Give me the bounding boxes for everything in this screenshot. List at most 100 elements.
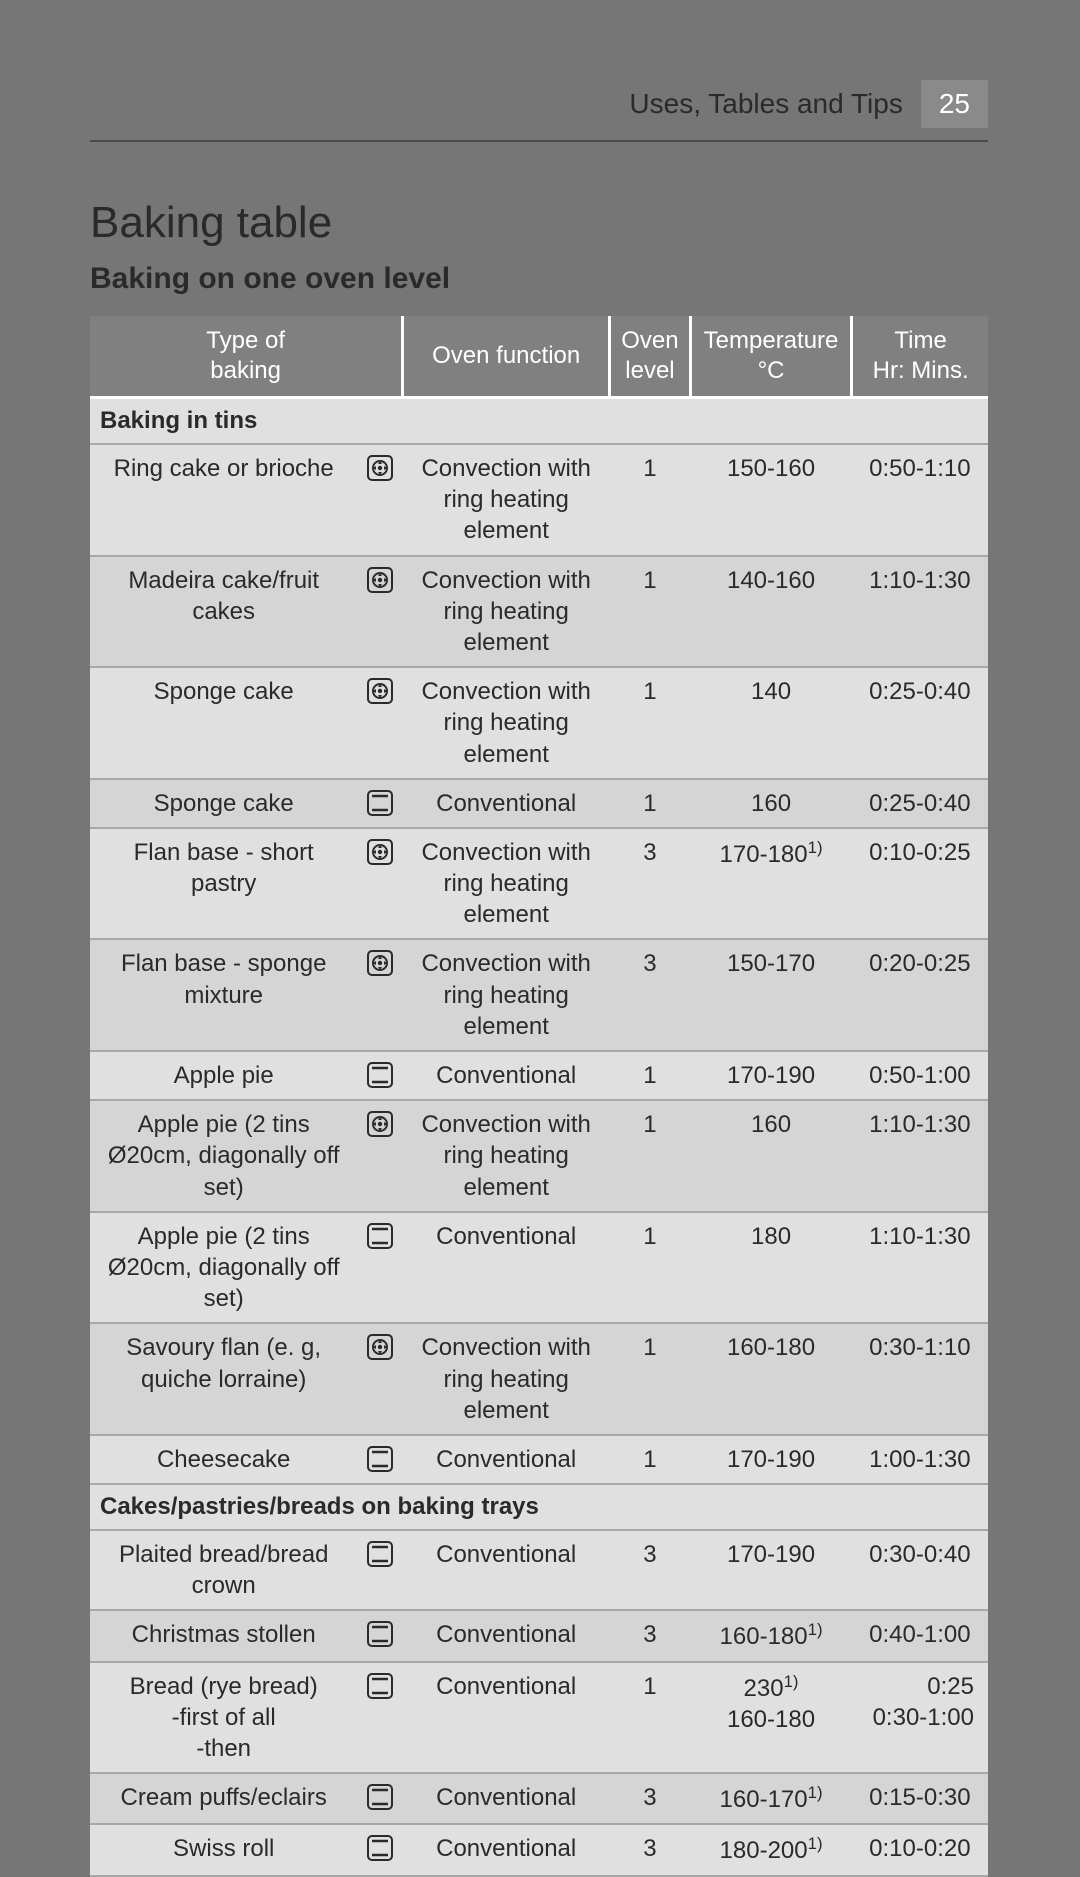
- cell-time: 0:30-1:10: [852, 1323, 988, 1435]
- col-temp-header: Temperature °C: [690, 316, 851, 398]
- cell-function: Conventional: [403, 1662, 610, 1774]
- cell-icon: [357, 939, 402, 1051]
- page-subtitle: Baking on one oven level: [90, 262, 988, 296]
- section-title: Uses, Tables and Tips: [629, 88, 902, 120]
- conventional-icon: [367, 1621, 393, 1647]
- cell-type: Ring cake or brioche: [90, 444, 357, 556]
- cell-level: 1: [610, 1051, 691, 1100]
- table-row: Savoury flan (e. g, quiche lorraine) Con…: [90, 1323, 988, 1435]
- cell-type: Plaited bread/bread crown: [90, 1530, 357, 1610]
- cell-icon: [357, 1100, 402, 1212]
- cell-level: 1: [610, 1662, 691, 1774]
- table-row: Apple pie (2 tins Ø20cm, diagonally off …: [90, 1100, 988, 1212]
- col-type-header: Type of baking: [90, 316, 403, 398]
- cell-icon: [357, 1435, 402, 1484]
- cell-type: Bread (rye bread) -first of all -then: [90, 1662, 357, 1774]
- table-row: Plaited bread/bread crown Conventional 3…: [90, 1530, 988, 1610]
- page-number: 25: [921, 80, 988, 128]
- cell-icon: [357, 1773, 402, 1824]
- table-row: Sponge cake Conventional 1 160 0:25-0:40: [90, 779, 988, 828]
- cell-icon: [357, 1662, 402, 1774]
- cell-type: Sponge cake: [90, 667, 357, 779]
- cell-function: Convection with ring heating element: [403, 828, 610, 940]
- cell-level: 1: [610, 1212, 691, 1324]
- cell-icon: [357, 779, 402, 828]
- cell-function: Convection with ring heating element: [403, 667, 610, 779]
- cell-type: Christmas stollen: [90, 1610, 357, 1661]
- table-row: Christmas stollen Conventional 3 160-180…: [90, 1610, 988, 1661]
- cell-type: Cheesecake: [90, 1435, 357, 1484]
- cell-icon: [357, 556, 402, 668]
- cell-icon: [357, 1824, 402, 1875]
- baking-table: Type of baking Oven function Oven level …: [90, 316, 988, 1877]
- cell-level: 3: [610, 939, 691, 1051]
- cell-time: 0:25-0:40: [852, 667, 988, 779]
- cell-temp: 160-1801): [690, 1610, 851, 1661]
- section-heading: Baking in tins: [90, 398, 988, 445]
- cell-function: Conventional: [403, 779, 610, 828]
- cell-icon: [357, 1212, 402, 1324]
- cell-function: Conventional: [403, 1610, 610, 1661]
- cell-icon: [357, 1530, 402, 1610]
- cell-function: Conventional: [403, 1530, 610, 1610]
- cell-time: 1:10-1:30: [852, 1212, 988, 1324]
- cell-function: Conventional: [403, 1773, 610, 1824]
- cell-level: 1: [610, 1100, 691, 1212]
- cell-level: 1: [610, 779, 691, 828]
- cell-function: Conventional: [403, 1824, 610, 1875]
- table-row: Apple pie Conventional 1 170-190 0:50-1:…: [90, 1051, 988, 1100]
- cell-icon: [357, 667, 402, 779]
- table-row: Bread (rye bread) -first of all -then Co…: [90, 1662, 988, 1774]
- cell-time: 0:30-0:40: [852, 1530, 988, 1610]
- cell-type: Flan base - short pastry: [90, 828, 357, 940]
- convection-ring-icon: [367, 1334, 393, 1360]
- cell-type: Flan base - sponge mixture: [90, 939, 357, 1051]
- convection-ring-icon: [367, 839, 393, 865]
- cell-function: Conventional: [403, 1051, 610, 1100]
- conventional-icon: [367, 1446, 393, 1472]
- cell-type: Apple pie (2 tins Ø20cm, diagonally off …: [90, 1212, 357, 1324]
- page-header: Uses, Tables and Tips 25: [90, 80, 988, 142]
- conventional-icon: [367, 1223, 393, 1249]
- cell-function: Conventional: [403, 1435, 610, 1484]
- cell-time: 1:00-1:30: [852, 1435, 988, 1484]
- cell-temp: 160-180: [690, 1323, 851, 1435]
- cell-level: 3: [610, 1824, 691, 1875]
- cell-level: 3: [610, 1610, 691, 1661]
- cell-temp: 170-1801): [690, 828, 851, 940]
- table-row: Cream puffs/eclairs Conventional 3 160-1…: [90, 1773, 988, 1824]
- cell-icon: [357, 444, 402, 556]
- convection-ring-icon: [367, 567, 393, 593]
- cell-icon: [357, 1051, 402, 1100]
- cell-function: Convection with ring heating element: [403, 1100, 610, 1212]
- cell-level: 1: [610, 667, 691, 779]
- convection-ring-icon: [367, 455, 393, 481]
- cell-time: 0:20-0:25: [852, 939, 988, 1051]
- cell-time: 1:10-1:30: [852, 556, 988, 668]
- cell-function: Conventional: [403, 1212, 610, 1324]
- cell-type: Swiss roll: [90, 1824, 357, 1875]
- cell-icon: [357, 1610, 402, 1661]
- conventional-icon: [367, 1673, 393, 1699]
- table-row: Flan base - sponge mixture Convection wi…: [90, 939, 988, 1051]
- cell-level: 1: [610, 444, 691, 556]
- cell-time: 0:50-1:10: [852, 444, 988, 556]
- cell-level: 3: [610, 1773, 691, 1824]
- cell-type: Apple pie (2 tins Ø20cm, diagonally off …: [90, 1100, 357, 1212]
- cell-type: Sponge cake: [90, 779, 357, 828]
- cell-temp: 160-1701): [690, 1773, 851, 1824]
- cell-type: Savoury flan (e. g, quiche lorraine): [90, 1323, 357, 1435]
- page: Uses, Tables and Tips 25 Baking table Ba…: [90, 0, 988, 1529]
- conventional-icon: [367, 790, 393, 816]
- table-section-header: Baking in tins: [90, 398, 988, 445]
- table-row: Flan base - short pastry Convection with…: [90, 828, 988, 940]
- cell-temp: 180-2001): [690, 1824, 851, 1875]
- cell-icon: [357, 1323, 402, 1435]
- cell-temp: 140-160: [690, 556, 851, 668]
- cell-time: 0:40-1:00: [852, 1610, 988, 1661]
- cell-temp: 2301)160-180: [690, 1662, 851, 1774]
- conventional-icon: [367, 1835, 393, 1861]
- cell-temp: 170-190: [690, 1530, 851, 1610]
- page-title: Baking table: [90, 198, 988, 248]
- cell-temp: 150-170: [690, 939, 851, 1051]
